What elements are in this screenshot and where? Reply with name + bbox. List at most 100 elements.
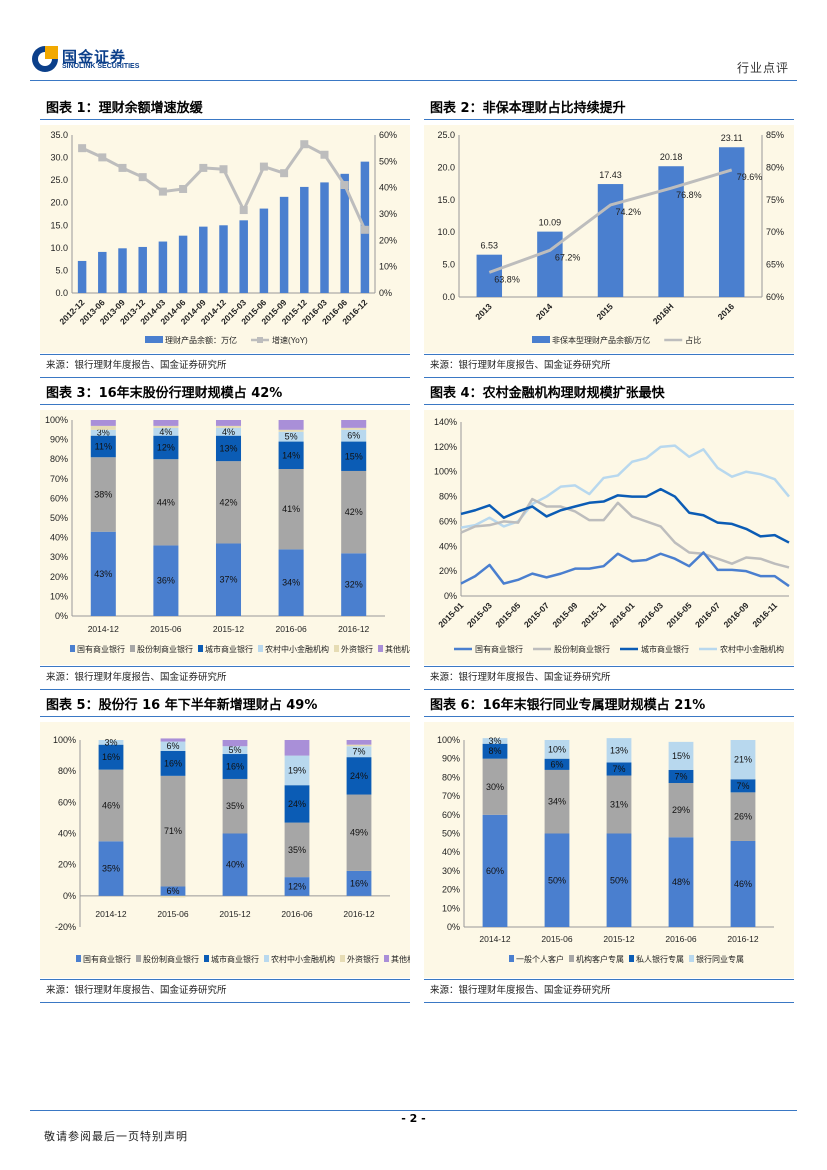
segment-value-label: 6%: [166, 741, 179, 751]
left-y-tick-label: 15.0: [437, 195, 455, 205]
stacked-segment: [730, 740, 756, 780]
y-tick-label: 40%: [439, 541, 457, 551]
stacked-segment: [668, 741, 694, 770]
segment-value-label: 41%: [282, 504, 300, 514]
chart-3-title: 图表 3：16年末股份行理财规模占 42%: [40, 384, 410, 405]
stacked-segment: [284, 877, 310, 896]
chart-5-title: 图表 5：股份行 16 年下半年新增理财占 49%: [40, 696, 410, 717]
stacked-segment: [90, 420, 116, 426]
stacked-segment: [606, 833, 632, 927]
bar: [98, 251, 107, 293]
line-value-label: 74.2%: [616, 207, 642, 217]
legend-swatch: [264, 955, 269, 962]
chart-5-new-share-by-bank-type: -20% 0% 20% 40% 60% 80% 100% 35% 46% 16% 3% 2014-12…: [40, 722, 410, 978]
left-y-tick-label: 5.0: [442, 260, 455, 270]
bar: [239, 220, 248, 293]
segment-value-label: 15%: [672, 751, 690, 761]
stacked-segment: [482, 738, 508, 744]
right-y-tick-label: 20%: [379, 235, 397, 245]
segment-value-label: 16%: [102, 752, 120, 762]
stacked-segment: [222, 833, 248, 896]
segment-value-label: 46%: [102, 800, 120, 810]
y-tick-label: 80%: [58, 766, 76, 776]
bar: [320, 182, 329, 293]
y-tick-label: 0%: [63, 891, 76, 901]
y-tick-label: 60%: [58, 797, 76, 807]
left-y-tick-label: 5.0: [55, 265, 68, 275]
y-tick-label: 20%: [50, 572, 68, 582]
legend-label: 农村中小金融机构: [720, 644, 784, 654]
x-tick-label: 2014-12: [88, 624, 119, 634]
stacked-segment: [341, 441, 367, 471]
stacked-segment: [153, 545, 179, 616]
line-marker: [118, 163, 127, 172]
segment-value-label: 14%: [282, 450, 300, 460]
y-tick-label: 50%: [50, 513, 68, 523]
segment-value-label: 50%: [548, 875, 566, 885]
y-tick-label: 0%: [55, 611, 68, 621]
y-tick-label: 90%: [50, 435, 68, 445]
bar: [537, 231, 563, 297]
x-tick-label: 2016-07: [693, 600, 722, 629]
stacked-segment: [544, 833, 570, 927]
legend-label: 非保本型理财产品余额/万亿: [552, 335, 650, 345]
chart-4-growth-by-bank-type: 0% 20% 40% 60% 80% 100% 120% 140% 2015-01 2015-03…: [424, 410, 794, 665]
y-tick-label: 90%: [442, 754, 460, 764]
y-tick-label: 80%: [442, 772, 460, 782]
x-tick-label: 2016-06: [665, 934, 696, 944]
stacked-segment: [153, 420, 179, 426]
segment-value-label: 21%: [734, 755, 752, 765]
stacked-segment: [278, 549, 304, 616]
legend-marker-swatch: [257, 337, 263, 343]
left-y-tick-label: 25.0: [437, 130, 455, 140]
bar-value-label: 6.53: [481, 241, 499, 251]
bar: [138, 246, 147, 293]
segment-value-label: 46%: [734, 879, 752, 889]
line-marker: [259, 162, 268, 171]
x-tick-label: 2016-12: [727, 934, 758, 944]
stacked-segment: [153, 425, 179, 428]
y-tick-label: 100%: [434, 467, 457, 477]
segment-value-label: 6%: [347, 431, 360, 441]
stacked-segment: [160, 741, 186, 751]
stacked-segment: [90, 425, 116, 430]
right-y-tick-label: 75%: [766, 195, 784, 205]
legend-label: 国有商业银行: [83, 954, 131, 964]
y-tick-label: 30%: [442, 866, 460, 876]
y-tick-label: 20%: [442, 885, 460, 895]
chart-6-title: 图表 6：16年末银行同业专属理财规模占 21%: [424, 696, 794, 717]
line-value-label: 76.8%: [676, 190, 702, 200]
chart-3-source: 来源：银行理财年度报告、国金证券研究所: [40, 666, 410, 690]
segment-value-label: 6%: [166, 886, 179, 896]
legend-label: 城市商业银行: [641, 644, 689, 654]
segment-value-label: 4%: [159, 427, 172, 437]
legend-swatch: [198, 645, 203, 652]
segment-value-label: 34%: [548, 797, 566, 807]
legend-label: 外资银行: [341, 644, 373, 654]
right-y-tick-label: 60%: [379, 130, 397, 140]
line-marker: [340, 181, 349, 190]
line-value-label: 67.2%: [555, 252, 581, 262]
right-y-tick-label: 65%: [766, 260, 784, 270]
right-y-tick-label: 70%: [766, 227, 784, 237]
stacked-segment: [341, 470, 367, 554]
segment-value-label: 60%: [486, 866, 504, 876]
stacked-segment: [482, 743, 508, 759]
segment-value-label: 34%: [282, 578, 300, 588]
x-tick-label: 2016-12: [338, 624, 369, 634]
bar: [199, 226, 208, 293]
segment-value-label: 6%: [550, 759, 563, 769]
segment-value-label: 35%: [102, 864, 120, 874]
legend-swatch: [136, 955, 141, 962]
stacked-segment: [278, 441, 304, 469]
bar: [178, 235, 188, 293]
bar-value-label: 23.11: [721, 133, 743, 143]
bar-value-label: 17.43: [599, 170, 622, 180]
stacked-segment: [160, 750, 186, 776]
stacked-segment: [90, 429, 116, 436]
line-marker: [158, 187, 167, 196]
stacked-segment: [160, 895, 186, 898]
segment-value-label: 7%: [674, 771, 687, 781]
x-tick-label: 2015-12: [219, 909, 250, 919]
segment-value-label: 4%: [222, 427, 235, 437]
